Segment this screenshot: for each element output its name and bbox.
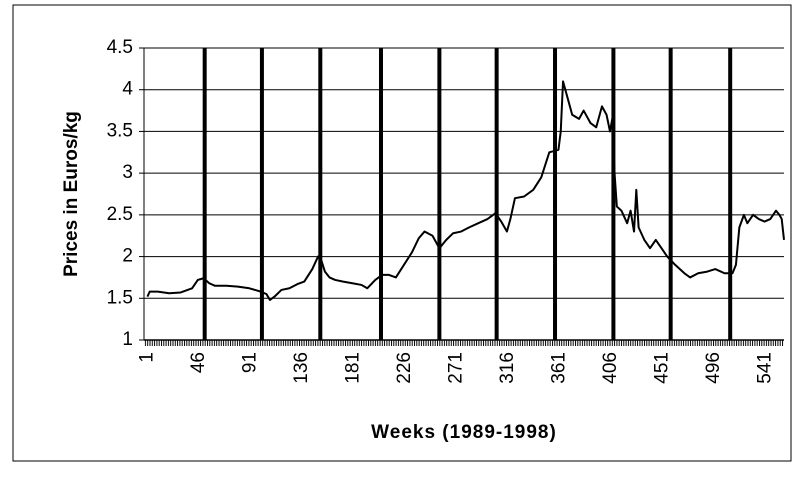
frame (12, 4, 792, 462)
x-tick-label: 1 (136, 352, 157, 363)
y-tick-label: 3 (122, 162, 133, 183)
y-tick-label: 4 (122, 79, 133, 100)
x-tick-label: 451 (652, 352, 673, 384)
y-tick-label: 1.5 (107, 287, 133, 308)
x-tick-label: 316 (497, 352, 518, 384)
x-tick-label: 496 (703, 352, 724, 384)
minor-ticks (144, 340, 784, 346)
price-line (146, 80, 785, 301)
y-tick-label: 4.5 (107, 37, 133, 58)
y-tick-label: 2 (122, 246, 133, 267)
y-tick-label: 3.5 (107, 120, 133, 141)
x-tick-label: 361 (549, 352, 570, 384)
x-tick-label: 226 (394, 352, 415, 384)
x-tick-label: 181 (343, 352, 364, 384)
x-tick-label: 271 (446, 352, 467, 384)
y-tick-label: 1 (122, 329, 133, 350)
x-tick-label: 91 (239, 352, 260, 373)
x-axis-title: Weeks (1989-1998) (371, 422, 557, 443)
x-tick-label: 136 (291, 352, 312, 384)
y-axis-title: Prices in Euros/kg (61, 111, 82, 277)
x-tick-label: 406 (600, 352, 621, 384)
x-tick-label: 46 (188, 352, 209, 373)
y-tick-label: 2.5 (107, 204, 133, 225)
x-tick-label: 541 (755, 352, 776, 384)
